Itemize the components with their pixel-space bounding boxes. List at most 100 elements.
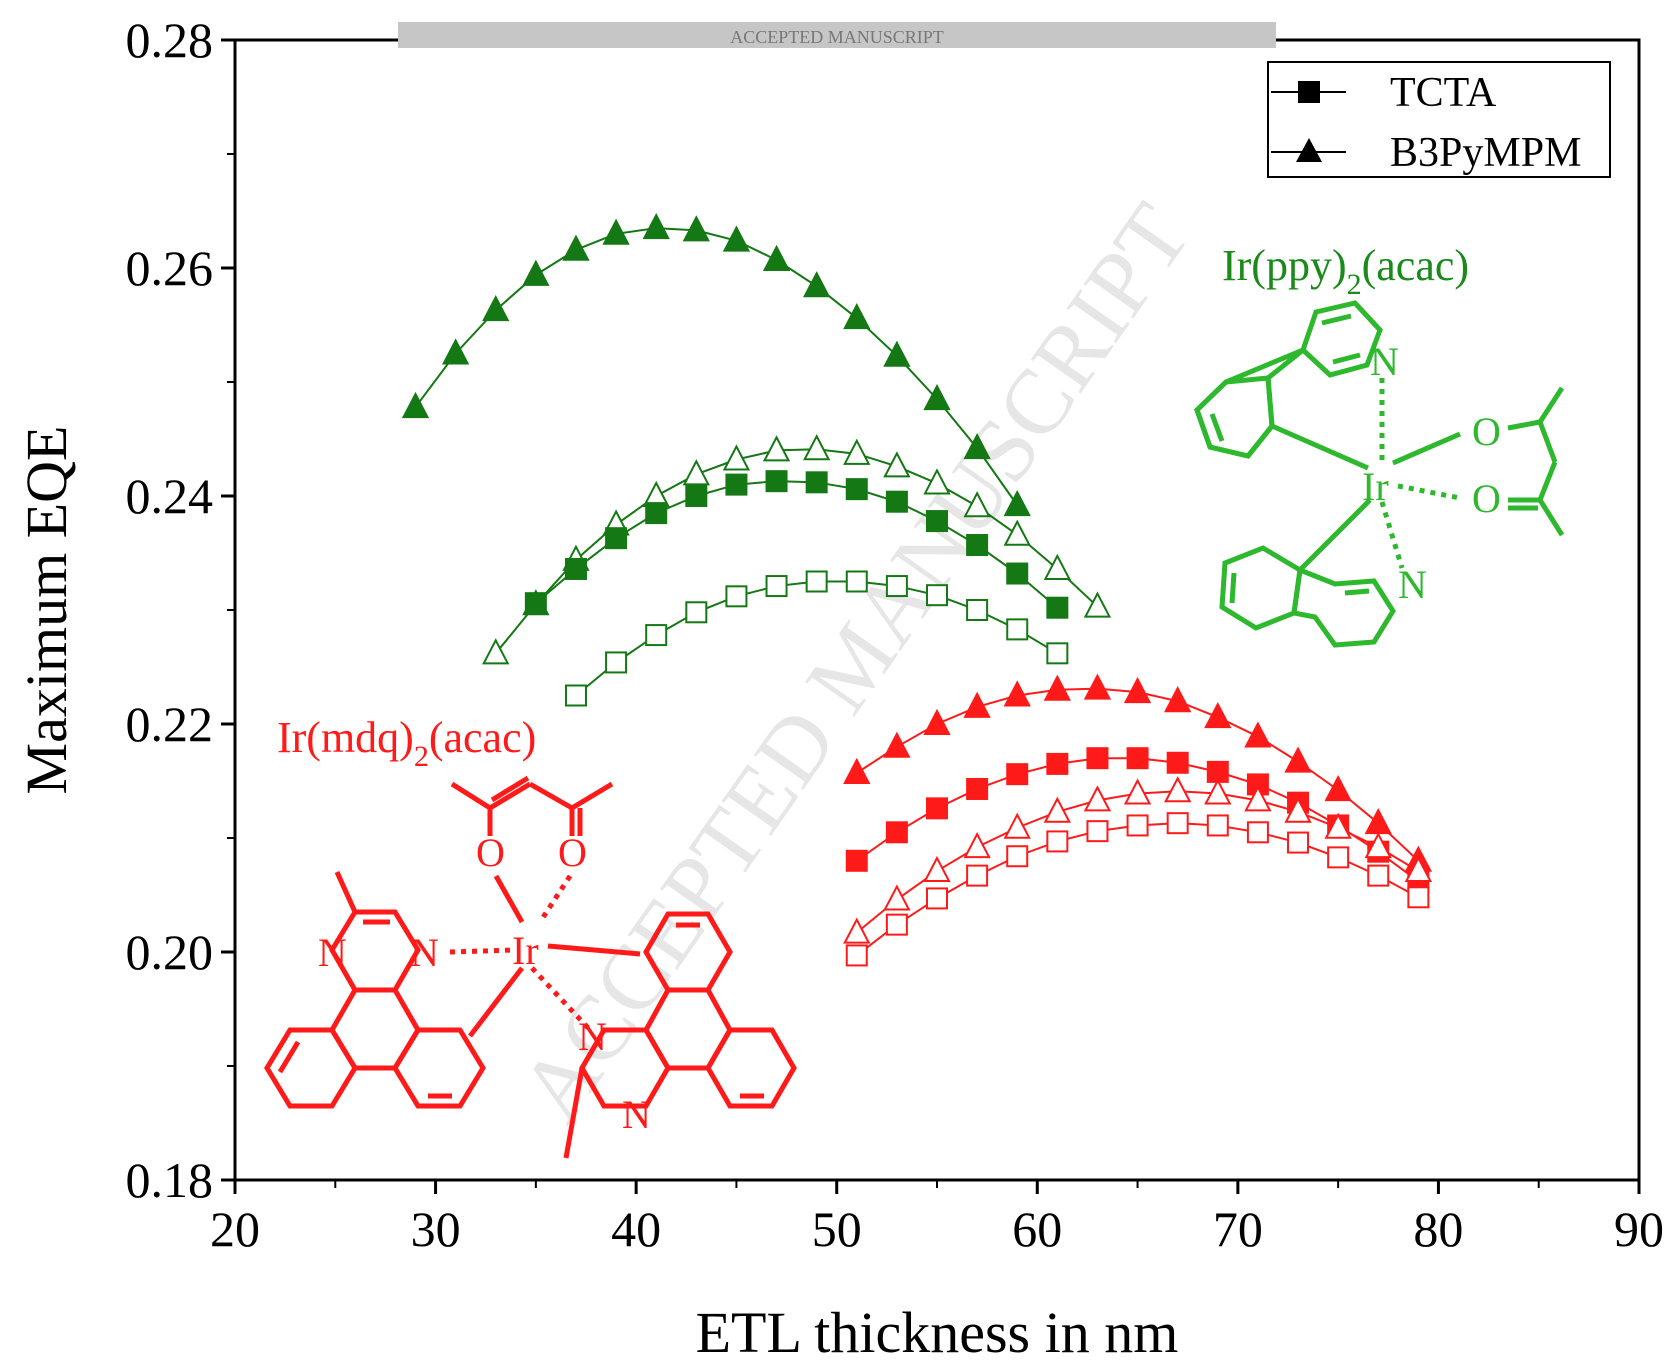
x-tick-label: 70 xyxy=(1213,1201,1263,1257)
data-point-triangle xyxy=(1164,686,1192,713)
red-acac-5 xyxy=(570,781,614,811)
structure-ir-mdq-atoms: O O Ir N N N N xyxy=(318,830,651,1137)
data-point-triangle xyxy=(602,218,630,245)
data-point-triangle xyxy=(1083,785,1112,812)
data-point-square xyxy=(1046,596,1069,619)
green-acac-3 xyxy=(1537,421,1558,463)
red-atom-o-right: O xyxy=(558,830,587,875)
data-point-square xyxy=(885,821,908,844)
data-point-triangle xyxy=(682,459,710,486)
data-point-triangle xyxy=(1043,674,1071,701)
data-point-square xyxy=(564,684,587,707)
data-point-triangle xyxy=(1324,774,1352,802)
data-point-square xyxy=(1086,747,1109,770)
data-point-triangle xyxy=(1204,778,1232,805)
data-point-square xyxy=(1006,562,1029,585)
data-point-triangle xyxy=(682,215,710,242)
x-tick-label: 90 xyxy=(1614,1201,1664,1257)
annotation-ir-mdq-text: Ir(mdq) xyxy=(277,713,414,762)
green-phenyl-top-inner xyxy=(1209,413,1225,442)
green-bond-ir-phenyl-top xyxy=(1270,423,1370,471)
red-atom-n-4: N xyxy=(622,1092,651,1137)
red-acac-3 xyxy=(490,775,530,803)
data-point-triangle xyxy=(1364,831,1392,859)
data-point-triangle xyxy=(722,225,751,252)
x-tick-label: 20 xyxy=(210,1201,260,1257)
data-point-triangle xyxy=(401,391,430,419)
data-point-square xyxy=(685,601,708,624)
data-point-triangle xyxy=(1364,808,1392,835)
data-point-square xyxy=(805,471,828,494)
red-atom-n-1: N xyxy=(318,930,347,975)
data-point-square xyxy=(1046,830,1069,853)
data-point-triangle xyxy=(441,338,470,365)
data-point-square xyxy=(966,534,989,557)
green-bond-ir-phenyl-bottom xyxy=(1298,498,1372,572)
red-acac-2 xyxy=(488,781,532,811)
data-point-triangle xyxy=(1284,746,1312,773)
legend-label-b3pympm: B3PyMPM xyxy=(1390,130,1581,176)
red-phen-left-inner-1 xyxy=(277,1040,301,1074)
data-point-square xyxy=(1367,864,1390,887)
red-phen-ring-right-c xyxy=(705,1027,797,1109)
structure-ir-mdq-acac xyxy=(264,775,797,1159)
data-point-square xyxy=(926,887,948,910)
data-point-square xyxy=(885,913,908,936)
x-tick-label: 80 xyxy=(1413,1201,1463,1257)
data-point-triangle xyxy=(1244,785,1272,812)
data-point-triangle xyxy=(883,884,911,911)
red-bond-ir-n-left xyxy=(449,947,516,955)
data-point-square xyxy=(1166,812,1189,835)
data-point-triangle xyxy=(963,432,991,460)
green-bond-ir-o1 xyxy=(1392,431,1461,466)
data-point-square xyxy=(926,584,948,607)
annotation-ir-mdq-acac: Ir(mdq)2(acac) xyxy=(277,713,536,773)
x-tick-label: 50 xyxy=(812,1201,862,1257)
red-atom-ir: Ir xyxy=(512,928,539,973)
data-point-square xyxy=(1287,831,1310,854)
data-point-triangle xyxy=(562,234,590,261)
annotation-ir-ppy-sub: 2 xyxy=(1347,268,1362,301)
red-pyrazine-right-methyl xyxy=(563,1067,585,1159)
data-point-square xyxy=(725,473,748,496)
data-point-square xyxy=(1407,886,1430,909)
data-point-square xyxy=(1046,752,1069,775)
green-pyridine-ring-bottom xyxy=(1291,566,1396,648)
data-point-triangle xyxy=(923,855,951,883)
annotation-ir-ppy-suffix: (acac) xyxy=(1362,241,1469,290)
data-point-square xyxy=(805,570,828,593)
red-phen-ring-left-c xyxy=(392,1027,486,1109)
annotation-ir-mdq-sub: 2 xyxy=(414,740,429,773)
red-bond-ir-o1 xyxy=(493,874,525,924)
red-atom-n-3: N xyxy=(578,1014,607,1059)
data-point-triangle xyxy=(1123,778,1152,805)
annotation-ir-ppy-text: Ir(ppy) xyxy=(1222,241,1347,290)
data-point-triangle xyxy=(482,638,510,665)
data-point-triangle xyxy=(803,434,831,461)
red-pyrazine-ring-right xyxy=(579,1027,671,1109)
data-point-triangle xyxy=(1204,701,1232,729)
data-point-square xyxy=(845,570,868,593)
data-point-triangle xyxy=(1083,673,1112,700)
series-line xyxy=(414,227,1019,506)
data-point-square xyxy=(605,527,628,550)
legend-marker-square xyxy=(1298,81,1320,103)
data-point-triangle xyxy=(1003,489,1031,517)
manuscript-banner-bar xyxy=(398,22,1276,48)
annotation-ir-mdq-suffix: (acac) xyxy=(429,713,536,762)
red-bond-ir-phenyl-left xyxy=(468,966,524,1038)
series-line xyxy=(494,448,1099,654)
data-point-triangle xyxy=(1003,519,1031,546)
data-point-square xyxy=(1006,845,1029,868)
data-point-square xyxy=(564,557,587,580)
data-point-triangle xyxy=(1003,812,1031,839)
data-point-square xyxy=(1327,846,1350,869)
y-tick-label: 0.26 xyxy=(126,240,214,296)
data-point-triangle xyxy=(923,708,951,735)
data-point-triangle xyxy=(963,491,991,518)
data-point-triangle xyxy=(1404,855,1433,883)
legend-label-tcta: TCTA xyxy=(1390,70,1497,116)
green-acac-5 xyxy=(1537,498,1565,537)
structure-ir-ppy-atoms: N Ir O O N xyxy=(1362,339,1501,607)
